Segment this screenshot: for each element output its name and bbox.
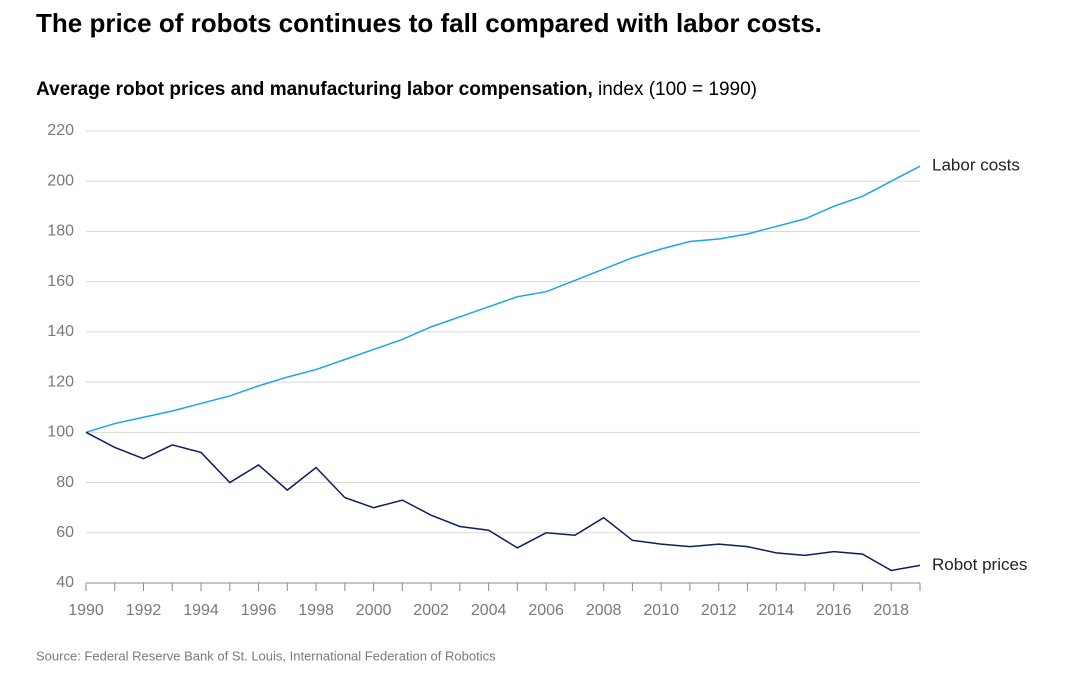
y-tick-label: 180 <box>47 223 74 240</box>
x-tick-label: 2000 <box>356 602 392 619</box>
y-tick-label: 160 <box>47 273 74 290</box>
x-tick-label: 2002 <box>413 602 449 619</box>
y-tick-label: 220 <box>47 122 74 139</box>
chart-title: The price of robots continues to fall co… <box>36 8 822 38</box>
y-tick-label: 60 <box>56 524 74 541</box>
x-tick-label: 2010 <box>643 602 679 619</box>
x-tick-label: 2014 <box>758 602 794 619</box>
x-tick-label: 1994 <box>183 602 219 619</box>
y-tick-label: 200 <box>47 172 74 189</box>
chart-subtitle: Average robot prices and manufacturing l… <box>36 79 757 100</box>
series-label: Labor costs <box>932 156 1020 175</box>
series-label: Robot prices <box>932 555 1027 574</box>
subtitle-unit: index (100 = 1990) <box>598 79 757 100</box>
y-tick-label: 140 <box>47 323 74 340</box>
x-tick-label: 2004 <box>471 602 507 619</box>
x-tick-label: 1990 <box>68 602 104 619</box>
x-tick-label: 2018 <box>873 602 909 619</box>
source-note: Source: Federal Reserve Bank of St. Loui… <box>36 648 496 663</box>
series-line <box>85 165 921 434</box>
x-tick-label: 1992 <box>126 602 162 619</box>
x-tick-label: 2006 <box>528 602 564 619</box>
y-tick-label: 80 <box>56 474 74 491</box>
x-tick-label: 1998 <box>298 602 334 619</box>
x-tick-label: 2012 <box>701 602 737 619</box>
y-tick-label: 100 <box>47 424 74 441</box>
y-tick-label: 120 <box>47 373 74 390</box>
y-tick-label: 40 <box>56 574 74 591</box>
x-tick-label: 1996 <box>241 602 277 619</box>
series-line <box>85 431 921 572</box>
x-tick-label: 2016 <box>816 602 852 619</box>
x-tick-label: 2008 <box>586 602 622 619</box>
subtitle-bold: Average robot prices and manufacturing l… <box>36 79 593 100</box>
